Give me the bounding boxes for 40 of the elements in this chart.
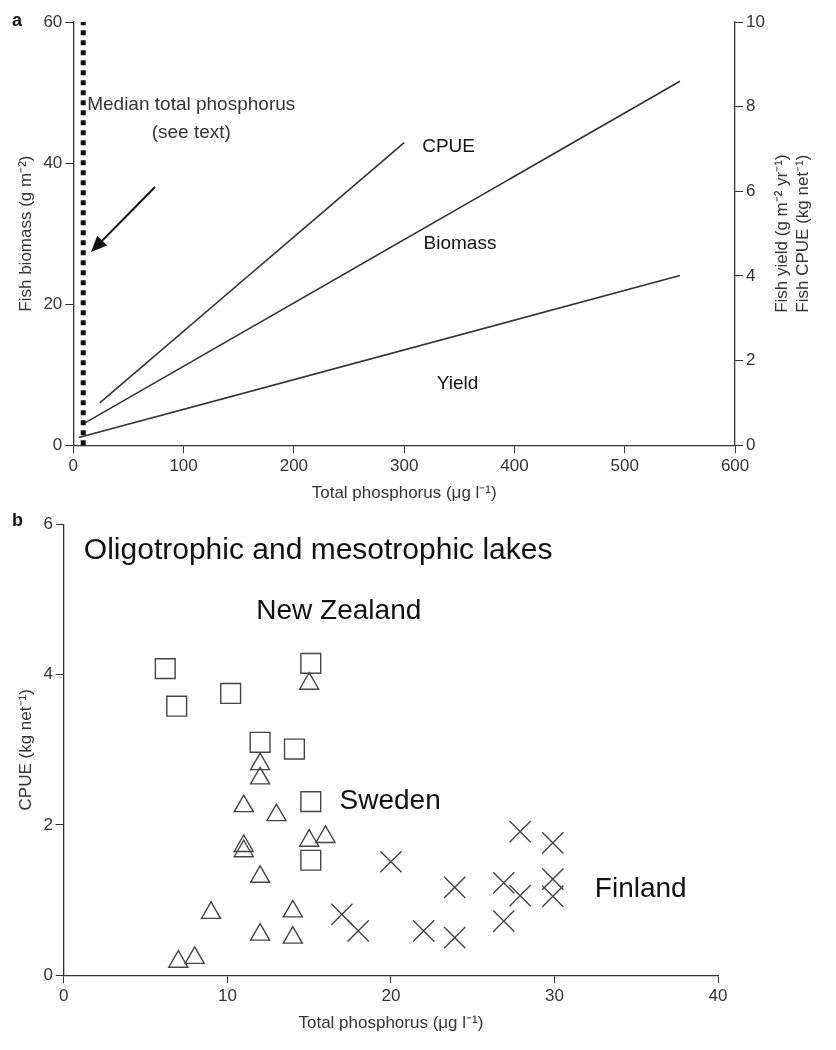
x-tick-label: 10	[217, 986, 237, 1006]
x-tick-label: 500	[610, 456, 639, 476]
x-tick-label: 100	[169, 456, 198, 476]
ref-line-label: Median total phosphorus (see text)	[87, 93, 296, 142]
y-tick-label: 0	[52, 434, 63, 454]
series-label: Biomass	[423, 231, 497, 253]
y-axis-title: Fish biomass (g m⁻²)	[15, 155, 35, 312]
y2-tick-label: 0	[746, 434, 756, 454]
series-label: CPUE	[422, 134, 475, 156]
y-tick-label: 2	[43, 814, 53, 834]
x-tick-label: 20	[381, 986, 401, 1006]
y-tick-label: 6	[43, 514, 53, 534]
x-tick-label: 400	[500, 456, 529, 476]
series-label: Yield	[436, 371, 479, 393]
x-tick-label: 600	[720, 456, 750, 476]
y-tick-label: 0	[43, 964, 53, 984]
y2-tick-label: 6	[746, 180, 756, 200]
y-tick-label: 20	[43, 293, 63, 313]
series-label: Sweden	[339, 783, 441, 815]
series-label: Finland	[594, 871, 687, 903]
x-tick-label: 30	[545, 986, 564, 1006]
series-label: New Zealand	[256, 594, 422, 626]
y2-tick-label: 8	[746, 96, 756, 116]
x-tick-label: 300	[390, 456, 419, 476]
text: b	[12, 509, 23, 530]
x-tick-label: 0	[68, 456, 79, 476]
text: a	[12, 9, 23, 30]
y-tick-label: 4	[43, 664, 53, 684]
y2-tick-label: 4	[746, 265, 756, 285]
x-axis-title: Total phosphorus (μg l⁻¹)	[298, 1013, 484, 1033]
y2-tick-label: 2	[746, 350, 756, 370]
x-axis-title: Total phosphorus (μg l⁻¹)	[311, 483, 497, 503]
y2-tick-label: 10	[746, 11, 766, 31]
y-tick-label: 60	[43, 11, 63, 31]
x-tick-label: 40	[708, 986, 728, 1006]
y-axis-title: CPUE (kg net⁻¹)	[15, 689, 35, 811]
x-tick-label: 200	[279, 456, 309, 476]
chart-title: Oligotrophic and mesotrophic lakes	[83, 531, 553, 565]
y-tick-label: 40	[43, 152, 63, 172]
y2-axis-title: Fish yield (g m⁻² yr⁻¹) Fish CPUE (kg net⁻¹)	[771, 154, 812, 313]
